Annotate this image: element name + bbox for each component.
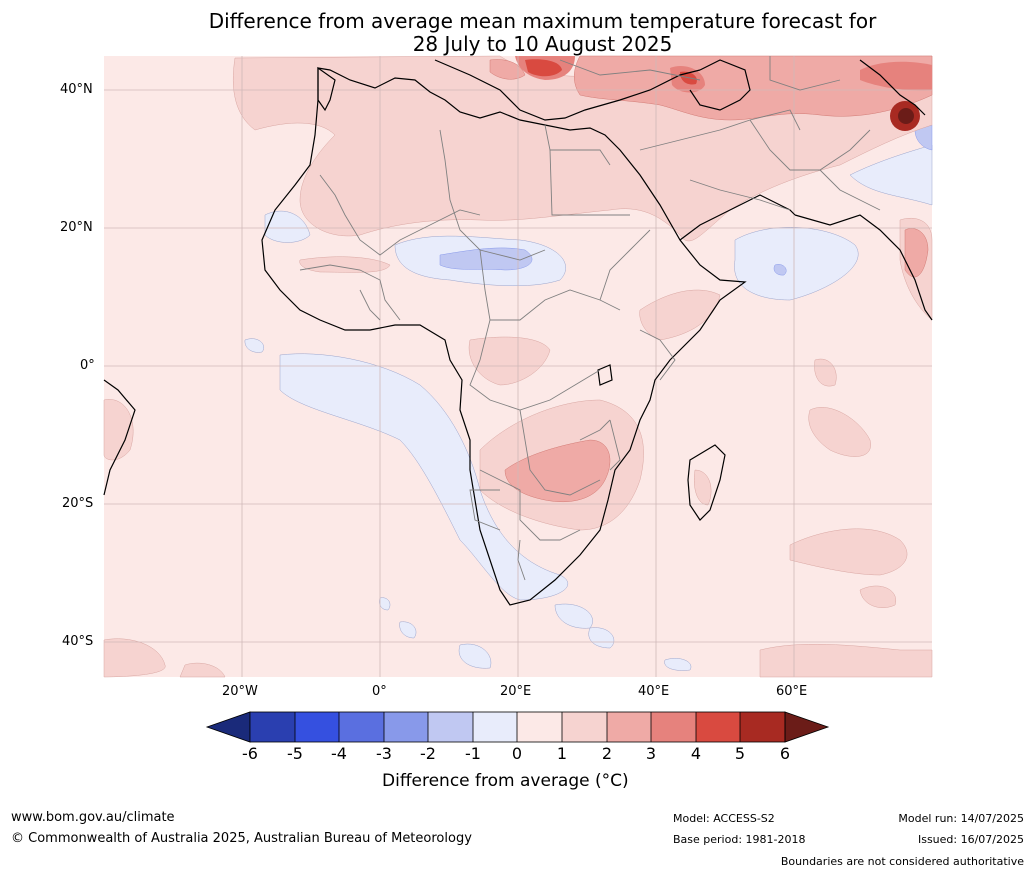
colorbar-tick: -1 bbox=[465, 744, 481, 763]
boundaries-disclaimer: Boundaries are not considered authoritat… bbox=[780, 855, 1024, 868]
website-link[interactable]: www.bom.gov.au/climate bbox=[11, 810, 175, 825]
colorbar-tick: -6 bbox=[242, 744, 258, 763]
lat-label: 20°N bbox=[60, 220, 93, 235]
colorbar-bin bbox=[696, 712, 740, 742]
country-borders bbox=[299, 56, 881, 581]
colorbar-bin bbox=[428, 712, 473, 742]
colorbar-bin bbox=[517, 712, 562, 742]
colorbar-tick: 0 bbox=[511, 744, 523, 763]
colorbar-bin bbox=[740, 712, 785, 742]
colorbar-tick: 4 bbox=[690, 744, 702, 763]
colorbar-tick: 1 bbox=[556, 744, 568, 763]
cool-anomaly-core bbox=[439, 124, 933, 276]
title-line-1: Difference from average mean maximum tem… bbox=[208, 9, 877, 33]
model-name: Model: ACCESS-S2 bbox=[673, 812, 775, 825]
colorbar-extend-high bbox=[784, 711, 830, 743]
map-gridlines bbox=[104, 56, 932, 677]
base-period: Base period: 1981-2018 bbox=[673, 833, 806, 846]
colorbar-bin bbox=[651, 712, 696, 742]
colorbar-bin bbox=[562, 712, 607, 742]
colorbar-label: Difference from average (°C) bbox=[382, 771, 629, 791]
issued-date: Issued: 16/07/2025 bbox=[917, 833, 1024, 846]
map-title: Difference from average mean maximum tem… bbox=[0, 10, 1035, 56]
lat-label: 40°S bbox=[62, 634, 94, 649]
coastlines bbox=[103, 59, 933, 606]
lon-label: 60°E bbox=[776, 684, 808, 699]
colorbar-bin bbox=[250, 712, 295, 742]
colorbar-bin bbox=[384, 712, 428, 742]
colorbar-tick: -3 bbox=[376, 744, 392, 763]
colorbar-tick: 3 bbox=[645, 744, 657, 763]
colorbar bbox=[205, 711, 830, 743]
extreme-warm-spot bbox=[890, 101, 920, 131]
model-run-date: Model run: 14/07/2025 bbox=[898, 812, 1024, 825]
copyright-text: © Commonwealth of Australia 2025, Austra… bbox=[11, 831, 472, 846]
colorbar-tick: 2 bbox=[601, 744, 613, 763]
colorbar-bin bbox=[473, 712, 517, 742]
colorbar-tick: 5 bbox=[734, 744, 746, 763]
colorbar-bin bbox=[295, 712, 339, 742]
lat-label: 20°S bbox=[62, 496, 94, 511]
warm-anomaly-core bbox=[489, 55, 933, 503]
lat-label: 40°N bbox=[60, 82, 93, 97]
colorbar-extend-low bbox=[205, 711, 251, 743]
colorbar-tick: -4 bbox=[331, 744, 347, 763]
lon-label: 0° bbox=[372, 684, 387, 699]
lon-label: 20°W bbox=[222, 684, 258, 699]
lon-label: 20°E bbox=[500, 684, 532, 699]
colorbar-tick: -2 bbox=[420, 744, 436, 763]
colorbar-bin bbox=[339, 712, 384, 742]
colorbar-tick: -5 bbox=[287, 744, 303, 763]
cool-anomaly-regions bbox=[244, 144, 933, 671]
lat-label: 0° bbox=[80, 358, 95, 373]
lon-label: 40°E bbox=[638, 684, 670, 699]
title-line-2: 28 July to 10 August 2025 bbox=[412, 32, 673, 56]
colorbar-tick: 6 bbox=[779, 744, 791, 763]
colorbar-bin bbox=[607, 712, 651, 742]
